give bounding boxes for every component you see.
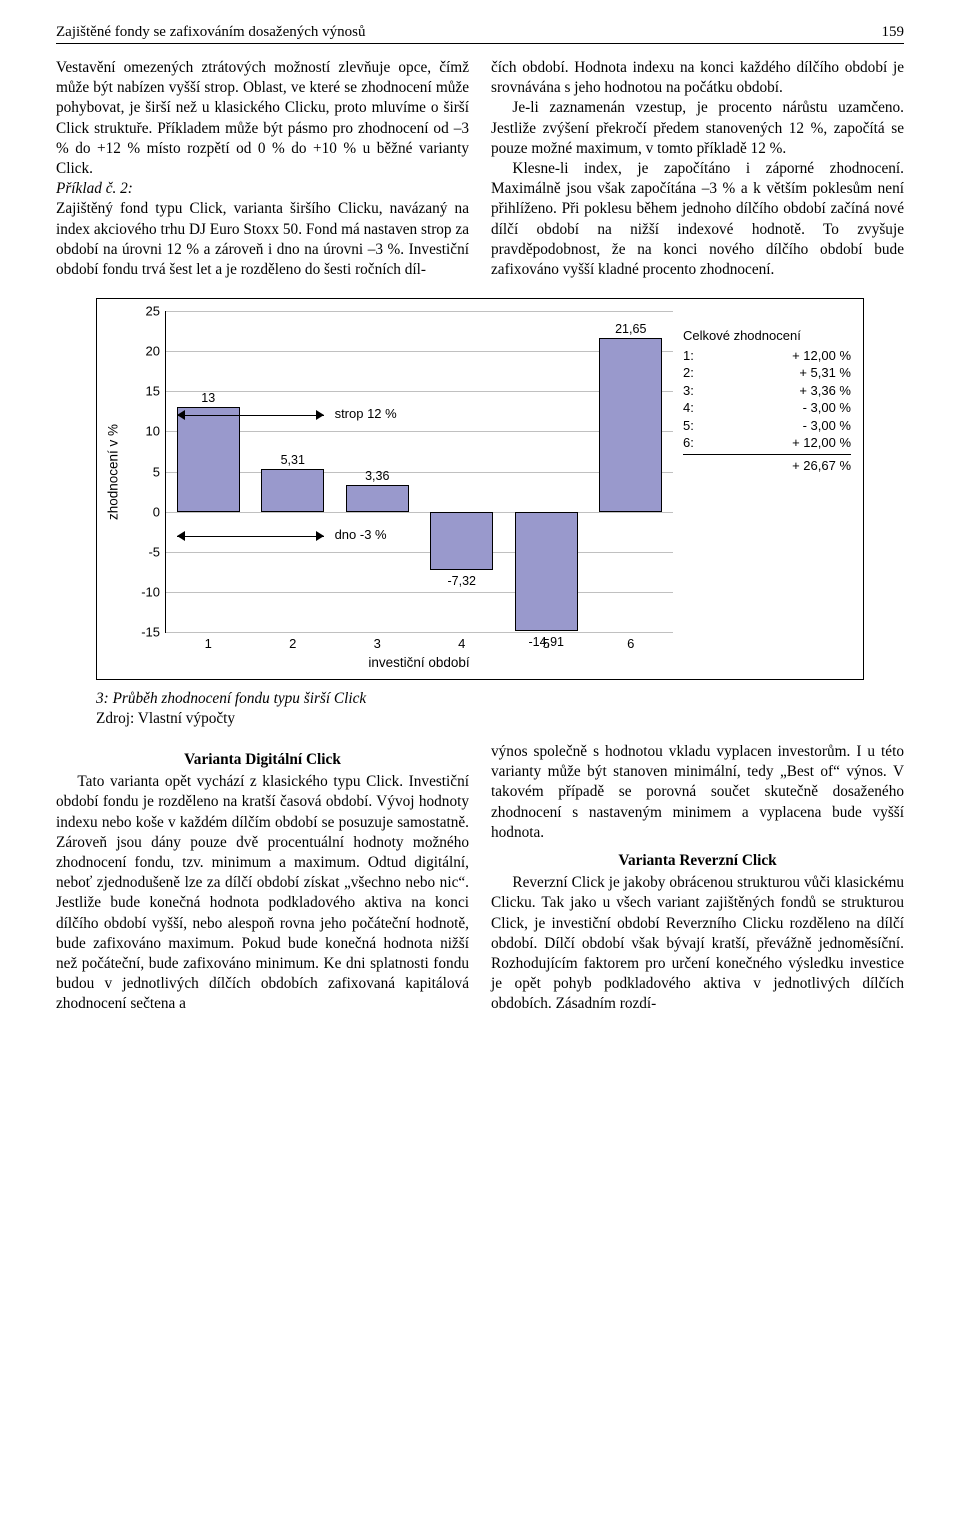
side-panel-total-row: + 26,67 % [683, 454, 851, 475]
ytick-label: 15 [146, 384, 166, 399]
grid-line [166, 431, 673, 432]
figure-caption: 3: Průběh zhodnocení fondu typu širší Cl… [96, 690, 904, 708]
grid-line [166, 592, 673, 593]
side-panel-row: 5: - 3,00 % [683, 417, 851, 435]
ytick-label: -10 [141, 584, 166, 599]
arrowhead-icon [177, 531, 185, 541]
side-panel-row-value: + 12,00 % [792, 347, 851, 365]
bar-value-label: -14,91 [529, 635, 564, 649]
side-panel-row-key: 3: [683, 382, 694, 400]
side-panel-row: 4: - 3,00 % [683, 399, 851, 417]
two-column-text: Vestavění omezených ztrátových možností … [56, 58, 904, 280]
paragraph: Zajištěný fond typu Click, varianta širš… [56, 199, 469, 280]
xtick-label: 6 [627, 632, 634, 651]
paragraph: čích období. Hodnota indexu na konci kaž… [491, 58, 904, 98]
paragraph: Klesne-li index, je započítáno i záporné… [491, 159, 904, 280]
chart-side-panel: Celkové zhodnocení 1: + 12,00 % 2: + 5,31 %… [683, 327, 851, 474]
chart-frame: zhodnocení v % -15 -10 -5 0 5 10 15 20 25 1 13 2 5,3… [96, 298, 864, 680]
side-panel-row-key: 5: [683, 417, 694, 435]
bar [346, 485, 409, 512]
paragraph: Je-li zaznamenán vzestup, je procento ná… [491, 98, 904, 159]
side-panel-row-key: 2: [683, 364, 694, 382]
xtick-label: 2 [289, 632, 296, 651]
section-title: Varianta Reverzní Click [491, 851, 904, 871]
paragraph: Reverzní Click je jakoby obrácenou struk… [491, 873, 904, 1014]
side-panel-row-value: + 5,31 % [799, 364, 851, 382]
bar-value-label: 13 [201, 391, 215, 405]
bar [430, 512, 493, 571]
bar-value-label: 5,31 [281, 453, 305, 467]
bar-value-label: 3,36 [365, 469, 389, 483]
ytick-label: 25 [146, 304, 166, 319]
arrowhead-icon [316, 410, 324, 420]
grid-line [166, 472, 673, 473]
side-panel-row: 2: + 5,31 % [683, 364, 851, 382]
grid-line [166, 552, 673, 553]
grid-line [166, 391, 673, 392]
side-panel-row: 1: + 12,00 % [683, 347, 851, 365]
bar-value-label: -7,32 [448, 574, 477, 588]
x-axis-title: investiční období [368, 655, 469, 670]
strop-label: strop 12 % [335, 406, 397, 421]
ytick-label: 10 [146, 424, 166, 439]
figure-source: Zdroj: Vlastní výpočty [96, 710, 904, 728]
bar-value-label: 21,65 [615, 322, 646, 336]
paragraph: výnos společně s hodnotou vkladu vyplace… [491, 742, 904, 843]
paragraph: Tato varianta opět vychází z klasického … [56, 772, 469, 1014]
xtick-label: 1 [205, 632, 212, 651]
right-block: výnos společně s hodnotou vkladu vyplace… [491, 742, 904, 1014]
xtick-label: 4 [458, 632, 465, 651]
running-title: Zajištěné fondy se zafixováním dosaženýc… [56, 24, 366, 41]
ytick-label: -15 [141, 625, 166, 640]
ytick-label: 20 [146, 344, 166, 359]
annotation-line [177, 415, 325, 416]
grid-line [166, 351, 673, 352]
side-panel-row: 3: + 3,36 % [683, 382, 851, 400]
grid-line [166, 311, 673, 312]
y-axis-title: zhodnocení v % [106, 424, 121, 520]
example-heading: Příklad č. 2: [56, 179, 469, 199]
chart-container: zhodnocení v % -15 -10 -5 0 5 10 15 20 25 1 13 2 5,3… [56, 298, 904, 680]
running-head: Zajištěné fondy se zafixováním dosaženýc… [56, 24, 904, 44]
ytick-label: 5 [153, 464, 166, 479]
side-panel-row-value: - 3,00 % [803, 417, 851, 435]
plot-area: -15-10-5051015202511325,3133,364-7,325-1… [165, 311, 673, 633]
side-panel-row: 6: + 12,00 % [683, 434, 851, 452]
xtick-label: 3 [374, 632, 381, 651]
side-panel-rows: 1: + 12,00 % 2: + 5,31 % 3: + 3,36 % 4: - 3,00 … [683, 347, 851, 452]
left-block: Varianta Digitální Click Tato varianta o… [56, 750, 469, 1014]
side-panel-total-value: + 26,67 % [792, 457, 851, 475]
example-label: Příklad č. 2: [56, 180, 133, 197]
arrowhead-icon [316, 531, 324, 541]
grid-line [166, 632, 673, 633]
side-panel-row-key: 1: [683, 347, 694, 365]
chart-inner: zhodnocení v % -15-10-5051015202511325,3… [165, 311, 673, 633]
paragraph: Vestavění omezených ztrátových možností … [56, 58, 469, 179]
side-panel-header: Celkové zhodnocení [683, 327, 851, 345]
side-panel-row-value: - 3,00 % [803, 399, 851, 417]
annotation-line [177, 536, 325, 537]
section-title: Varianta Digitální Click [56, 750, 469, 770]
side-panel-row-value: + 3,36 % [799, 382, 851, 400]
grid-line [166, 512, 673, 513]
ytick-label: 0 [153, 504, 166, 519]
arrowhead-icon [177, 410, 185, 420]
page-number: 159 [882, 24, 905, 41]
ytick-label: -5 [148, 544, 166, 559]
side-panel-row-value: + 12,00 % [792, 434, 851, 452]
bar [515, 512, 578, 632]
bar [261, 469, 324, 512]
side-panel-row-key: 6: [683, 434, 694, 452]
lower-two-column-text: Varianta Digitální Click Tato varianta o… [56, 742, 904, 1014]
page: Zajištěné fondy se zafixováním dosaženýc… [0, 0, 960, 1055]
figure-label: 3: Průběh zhodnocení fondu typu širší Cl… [96, 690, 366, 707]
dno-label: dno -3 % [335, 527, 387, 542]
side-panel-row-key: 4: [683, 399, 694, 417]
bar [177, 407, 240, 511]
bar [599, 338, 662, 512]
